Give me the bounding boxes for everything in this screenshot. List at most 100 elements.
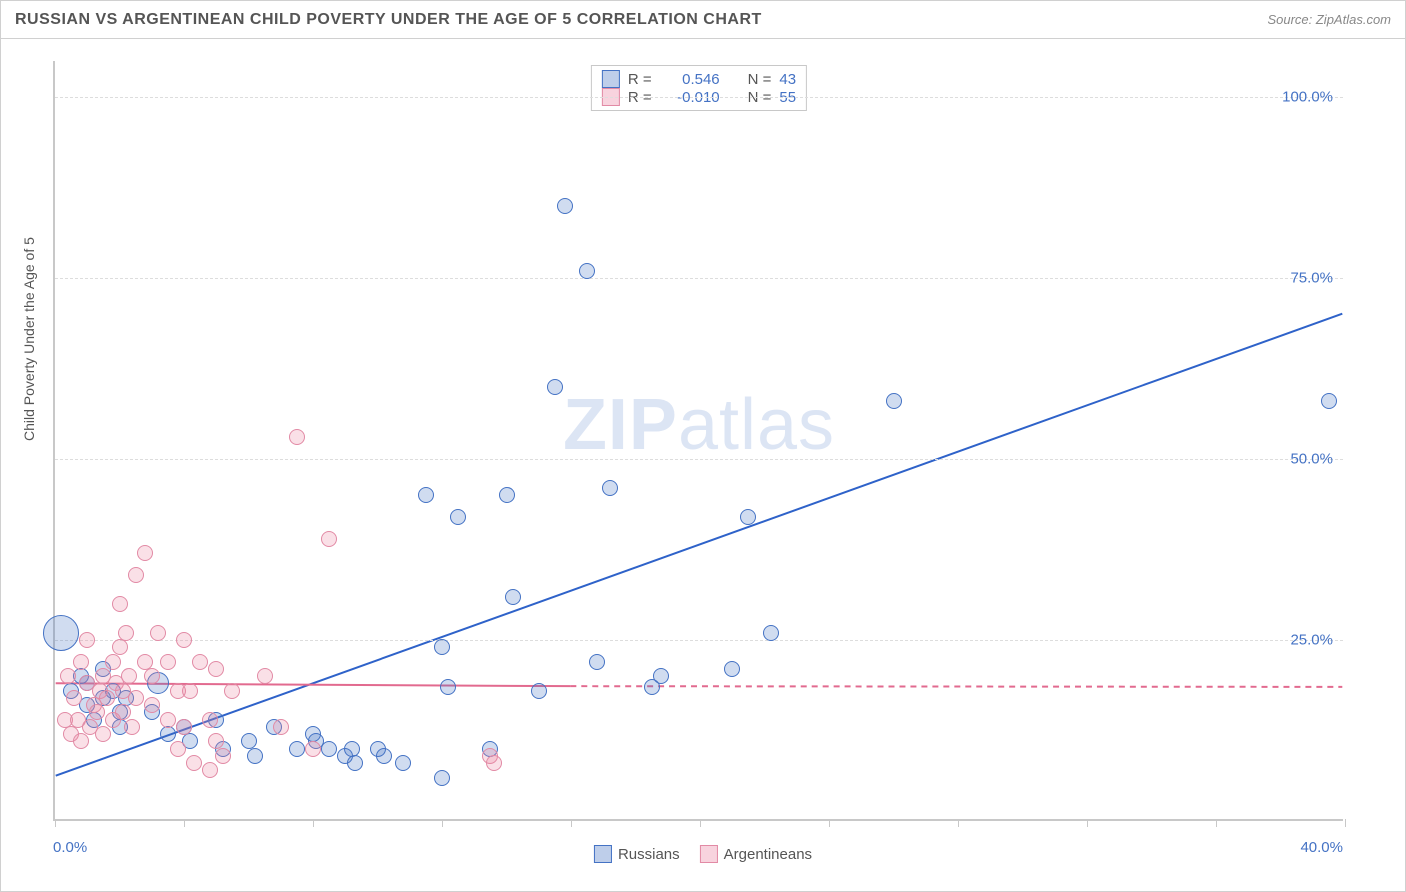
data-point (43, 615, 79, 651)
swatch-argentineans (700, 845, 718, 863)
data-point (128, 567, 144, 583)
data-point (224, 683, 240, 699)
x-tick (829, 819, 830, 827)
gridline (55, 97, 1343, 98)
data-point (144, 668, 160, 684)
data-point (89, 704, 105, 720)
data-point (1321, 393, 1337, 409)
y-tick-label: 25.0% (1290, 632, 1333, 649)
data-point (202, 712, 218, 728)
swatch-russians (594, 845, 612, 863)
data-point (434, 639, 450, 655)
data-point (160, 712, 176, 728)
x-tick-label-min: 0.0% (53, 839, 87, 856)
data-point (192, 654, 208, 670)
data-point (208, 661, 224, 677)
data-point (95, 726, 111, 742)
data-point (150, 625, 166, 641)
y-tick-label: 100.0% (1282, 89, 1333, 106)
data-point (289, 741, 305, 757)
x-tick (571, 819, 572, 827)
data-point (66, 690, 82, 706)
stats-legend: R = 0.546 N = 43 R = -0.010 N = 55 (591, 65, 807, 111)
gridline (55, 640, 1343, 641)
data-point (450, 509, 466, 525)
data-point (128, 690, 144, 706)
data-point (305, 741, 321, 757)
data-point (273, 719, 289, 735)
watermark-rest: atlas (678, 385, 835, 465)
gridline (55, 278, 1343, 279)
chart-source: Source: ZipAtlas.com (1267, 12, 1391, 27)
data-point (321, 741, 337, 757)
trend-lines (55, 61, 1343, 819)
data-point (247, 748, 263, 764)
data-point (176, 719, 192, 735)
data-point (121, 668, 137, 684)
data-point (347, 755, 363, 771)
data-point (589, 654, 605, 670)
data-point (886, 393, 902, 409)
x-tick (1345, 819, 1346, 827)
data-point (418, 487, 434, 503)
data-point (395, 755, 411, 771)
watermark: ZIPatlas (563, 384, 835, 466)
legend-item-argentineans: Argentineans (700, 845, 812, 863)
data-point (531, 683, 547, 699)
data-point (79, 632, 95, 648)
data-point (724, 661, 740, 677)
data-point (160, 726, 176, 742)
data-point (289, 429, 305, 445)
y-tick-label: 50.0% (1290, 451, 1333, 468)
data-point (73, 654, 89, 670)
x-tick-label-max: 40.0% (1300, 839, 1343, 856)
data-point (176, 632, 192, 648)
data-point (202, 762, 218, 778)
r-label: R = (628, 71, 652, 88)
data-point (99, 690, 115, 706)
data-point (434, 770, 450, 786)
legend-label: Russians (618, 846, 680, 863)
x-tick (1216, 819, 1217, 827)
data-point (170, 741, 186, 757)
data-point (547, 379, 563, 395)
correlation-chart: RUSSIAN VS ARGENTINEAN CHILD POVERTY UND… (0, 0, 1406, 892)
x-tick (1087, 819, 1088, 827)
data-point (160, 654, 176, 670)
legend-item-russians: Russians (594, 845, 680, 863)
trend-line (56, 314, 1343, 776)
r-value-russians: 0.546 (660, 71, 720, 88)
data-point (118, 625, 134, 641)
data-point (321, 531, 337, 547)
data-point (182, 683, 198, 699)
data-point (579, 263, 595, 279)
data-point (653, 668, 669, 684)
data-point (137, 545, 153, 561)
data-point (763, 625, 779, 641)
data-point (60, 668, 76, 684)
n-label: N = (748, 71, 772, 88)
legend-label: Argentineans (724, 846, 812, 863)
data-point (124, 719, 140, 735)
x-tick (700, 819, 701, 827)
data-point (499, 487, 515, 503)
y-axis-label: Child Poverty Under the Age of 5 (21, 237, 37, 441)
data-point (602, 480, 618, 496)
data-point (257, 668, 273, 684)
data-point (344, 741, 360, 757)
data-point (215, 748, 231, 764)
x-tick (55, 819, 56, 827)
data-point (557, 198, 573, 214)
data-point (73, 733, 89, 749)
y-tick-label: 75.0% (1290, 270, 1333, 287)
plot-area: ZIPatlas R = 0.546 N = 43 R = -0.010 N =… (53, 61, 1343, 821)
data-point (376, 748, 392, 764)
n-value-russians: 43 (779, 71, 796, 88)
data-point (115, 704, 131, 720)
data-point (505, 589, 521, 605)
data-point (186, 755, 202, 771)
data-point (144, 697, 160, 713)
chart-title: RUSSIAN VS ARGENTINEAN CHILD POVERTY UND… (15, 11, 762, 29)
trend-line (570, 686, 1342, 687)
data-point (740, 509, 756, 525)
